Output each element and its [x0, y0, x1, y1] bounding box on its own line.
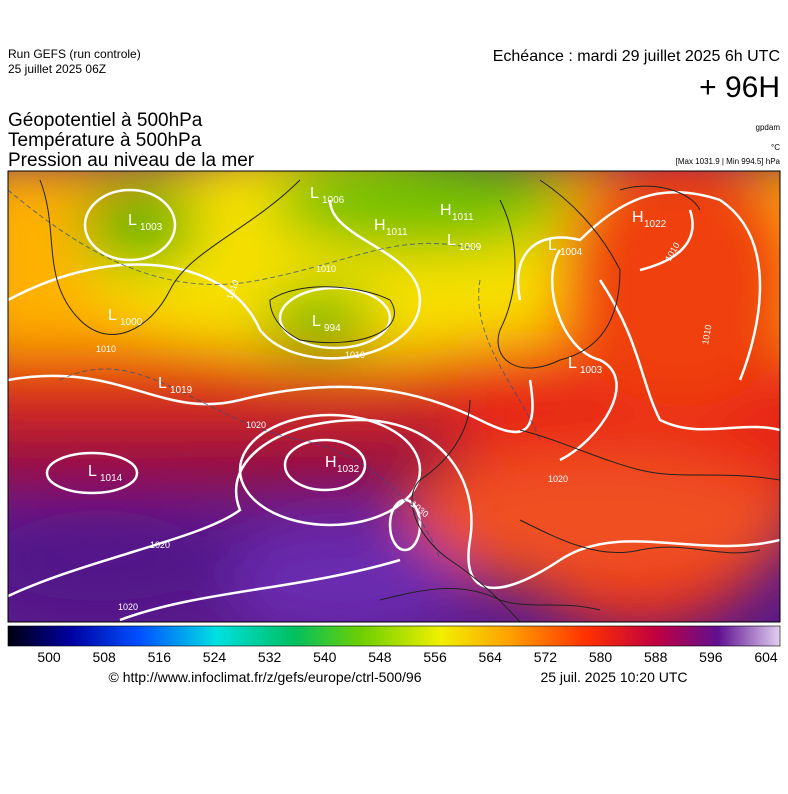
- system-pressure: 1003: [580, 365, 603, 376]
- isobar-label: 1010: [700, 324, 713, 345]
- isotherms: [8, 189, 541, 561]
- system-pressure: 1004: [560, 247, 583, 258]
- echeance: Echéance : mardi 29 juillet 2025 6h UTC: [493, 48, 780, 65]
- system-pressure: 1003: [140, 222, 163, 233]
- map-frame: [7, 170, 781, 623]
- unit: gpdam: [756, 123, 781, 132]
- system-pressure: 1032: [337, 464, 360, 475]
- system-pressure: 1000: [120, 317, 143, 328]
- colorbar-tick-label: 596: [699, 649, 723, 665]
- system-pressure: 1011: [452, 212, 474, 223]
- system-letter: L: [108, 307, 117, 324]
- colorbar-tick-label: 500: [37, 649, 61, 665]
- unit: °C: [771, 143, 780, 152]
- system-letter: L: [568, 355, 577, 372]
- isobar-label: 1020: [246, 420, 266, 430]
- timestamp: 25 juil. 2025 10:20 UTC: [540, 669, 687, 685]
- system-letter: L: [128, 212, 137, 229]
- temperature-field: [8, 171, 780, 622]
- colorbar-tick-label: 508: [92, 649, 116, 665]
- colorbar-ticks: 500 508 516 524 532 540 548 556 564 572 580 588 596 6…: [37, 649, 778, 665]
- isobar-label: 1020: [150, 540, 170, 550]
- run: Run GEFS (run controle): [8, 47, 141, 61]
- colorbar: [7, 625, 781, 647]
- system-letter: L: [310, 185, 319, 202]
- title: Pression au niveau de la mer: [8, 150, 255, 171]
- system-pressure: 1019: [170, 385, 193, 396]
- colorbar-tick-label: 532: [258, 649, 282, 665]
- colorbar-tick-label: 516: [148, 649, 172, 665]
- source-url: © http://www.infoclimat.fr/z/gefs/europe…: [108, 669, 421, 685]
- system-letter: L: [158, 375, 167, 392]
- isobar-label: 1020: [548, 474, 568, 484]
- system-pressure: 994: [324, 323, 341, 334]
- colorbar-tick-label: 564: [479, 649, 503, 665]
- system-pressure: 1022: [644, 219, 667, 230]
- colorbar-tick-label: 580: [589, 649, 613, 665]
- run-date: 25 juillet 2025 06Z: [8, 62, 106, 76]
- title: Géopotentiel à 500hPa: [8, 110, 203, 131]
- system-letter: H: [632, 209, 644, 226]
- colorbar-tick-label: 604: [754, 649, 778, 665]
- isobar-label: 1010: [96, 344, 116, 354]
- system-letter: H: [325, 454, 337, 471]
- system-pressure: 1009: [459, 242, 482, 253]
- system-pressure: 1014: [100, 473, 123, 484]
- isobar-label: 1010: [316, 264, 336, 274]
- system-letter: H: [440, 202, 452, 219]
- system-letter: L: [88, 463, 97, 480]
- system-pressure: 1011: [386, 227, 408, 238]
- system-letter: H: [374, 217, 386, 234]
- isobars: [8, 188, 780, 622]
- system-letter: L: [548, 237, 557, 254]
- isobar-label: 1010: [345, 350, 365, 360]
- title: Température à 500hPa: [8, 130, 202, 151]
- coastlines: [39, 179, 780, 622]
- colorbar-tick-label: 588: [644, 649, 668, 665]
- horizon: + 96H: [699, 71, 780, 104]
- colorbar-tick-label: 540: [313, 649, 337, 665]
- colorbar-tick-label: 524: [203, 649, 227, 665]
- isobar-label: 1020: [118, 602, 138, 612]
- colorbar-tick-label: 548: [368, 649, 392, 665]
- colorbar-tick-label: 572: [534, 649, 558, 665]
- system-pressure: 1006: [322, 195, 345, 206]
- system-letter: L: [312, 313, 321, 330]
- system-letter: L: [447, 232, 456, 249]
- colorbar-tick-label: 556: [423, 649, 447, 665]
- unit: [Max 1031.9 | Min 994.5] hPa: [676, 157, 781, 166]
